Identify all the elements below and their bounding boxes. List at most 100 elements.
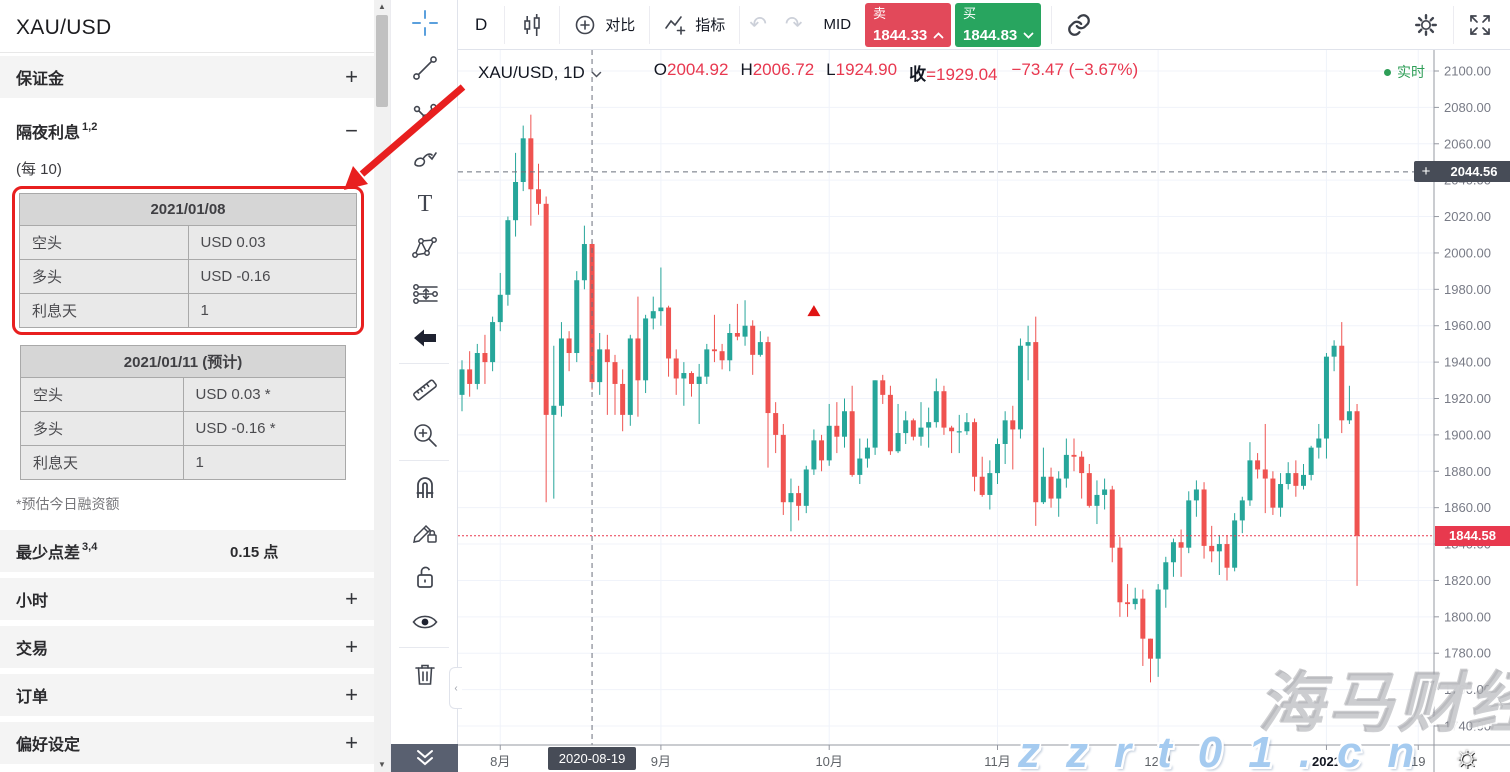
table-row: 利息天 1 bbox=[19, 293, 357, 328]
table-row: 多头 USD -0.16 * bbox=[20, 411, 346, 446]
projection-tool-button[interactable] bbox=[391, 270, 459, 315]
row-value: USD -0.16 * bbox=[182, 411, 346, 446]
scrollbar-thumb[interactable] bbox=[376, 15, 388, 107]
indicators-label: 指标 bbox=[695, 17, 726, 34]
toolbar-separator bbox=[399, 647, 449, 648]
high-value: 2006.72 bbox=[752, 60, 815, 79]
scroll-down-arrow-icon[interactable]: ▼ bbox=[378, 760, 386, 769]
chevron-down-icon bbox=[1023, 32, 1034, 39]
chart-settings-button[interactable] bbox=[1399, 6, 1453, 44]
overnight-table-estimate: 2021/01/11 (预计) 空头 USD 0.03 * 多头 USD -0.… bbox=[20, 345, 346, 480]
expand-plus-icon[interactable]: + bbox=[345, 682, 358, 707]
scroll-up-arrow-icon[interactable]: ▲ bbox=[378, 2, 386, 11]
realtime-label: 实时 bbox=[1397, 64, 1425, 80]
fullscreen-button[interactable] bbox=[1454, 6, 1510, 44]
section-preferences[interactable]: 偏好设定 + bbox=[0, 722, 374, 764]
indicators-icon bbox=[665, 15, 686, 35]
section-hours[interactable]: 小时 + bbox=[0, 578, 374, 620]
row-label: 空头 bbox=[19, 225, 189, 260]
arrow-left-icon bbox=[414, 329, 436, 346]
hide-all-drawings-button[interactable] bbox=[391, 599, 459, 644]
section-orders[interactable]: 订单 + bbox=[0, 674, 374, 716]
zoom-in-tool-button[interactable] bbox=[391, 412, 459, 457]
eye-icon bbox=[412, 615, 438, 628]
magnet-mode-button[interactable] bbox=[391, 464, 459, 509]
add-alert-plus-button[interactable]: + bbox=[1414, 161, 1438, 183]
overnight-superscript: 1,2 bbox=[82, 120, 98, 133]
crosshair-date-badge: 2020-08-19 bbox=[548, 747, 637, 770]
row-value: USD 0.03 bbox=[187, 225, 357, 260]
indicators-button[interactable]: 指标 bbox=[650, 6, 739, 44]
expand-plus-icon[interactable]: + bbox=[345, 64, 358, 89]
estimate-footnote: *预估今日融资额 bbox=[16, 496, 120, 512]
chevron-down-icon[interactable] bbox=[591, 71, 602, 78]
section-min-spread: 最少点差 3,4 0.15 点 bbox=[0, 530, 374, 572]
topbar-separator bbox=[559, 5, 561, 44]
undo-button[interactable]: ↶ bbox=[749, 13, 767, 36]
expand-plus-icon[interactable]: + bbox=[345, 730, 358, 755]
row-label: 利息天 bbox=[20, 445, 184, 480]
table-row: 空头 USD 0.03 bbox=[19, 225, 357, 260]
xabcd-pattern-icon bbox=[412, 236, 437, 258]
crosshair-icon bbox=[412, 9, 438, 36]
arrow-up-marker bbox=[807, 305, 821, 317]
xabcd-pattern-tool-button[interactable] bbox=[391, 225, 459, 270]
interval-button[interactable]: D bbox=[475, 14, 488, 34]
lock-all-drawings-button[interactable] bbox=[391, 554, 459, 599]
hours-label: 小时 bbox=[16, 593, 49, 610]
compare-button[interactable]: 对比 bbox=[560, 6, 649, 44]
svg-text:1900.00: 1900.00 bbox=[1444, 427, 1491, 442]
remove-all-drawings-button[interactable] bbox=[391, 651, 459, 696]
change-value: −73.47 (−3.67%) bbox=[1011, 60, 1139, 79]
chart-style-button[interactable] bbox=[505, 6, 559, 44]
overnight-header[interactable]: 隔夜利息 1,2 − bbox=[0, 104, 374, 144]
chart-plot-area[interactable]: 1740.001760.001780.001800.001820.001840.… bbox=[458, 50, 1510, 772]
collapse-minus-icon[interactable]: − bbox=[345, 118, 358, 143]
margin-label: 保证金 bbox=[16, 71, 65, 88]
time-axis-labels: 8月 9月 10月 11月 12月 2021 19 bbox=[490, 745, 1425, 769]
svg-text:2080.00: 2080.00 bbox=[1444, 100, 1491, 115]
brush-icon bbox=[414, 151, 437, 167]
min-spread-label: 最少点差 3,4 bbox=[16, 540, 98, 562]
panel-collapse-handle[interactable]: ‹ bbox=[449, 667, 462, 709]
section-trading[interactable]: 交易 + bbox=[0, 626, 374, 668]
row-value: 1 bbox=[182, 445, 346, 480]
toolbar-separator bbox=[399, 460, 449, 461]
svg-text:12月: 12月 bbox=[1144, 754, 1171, 769]
text-tool-button[interactable]: T bbox=[391, 180, 459, 225]
buy-button[interactable]: 买 1844.83 bbox=[955, 2, 1042, 47]
preferences-label: 偏好设定 bbox=[16, 737, 81, 754]
table-row: 空头 USD 0.03 * bbox=[20, 377, 346, 412]
link-interval-button[interactable] bbox=[1052, 6, 1106, 44]
toolbar-collapse-button[interactable] bbox=[391, 744, 459, 772]
measure-tool-button[interactable] bbox=[391, 367, 459, 412]
row-label: 多头 bbox=[20, 411, 184, 446]
legend-symbol[interactable]: XAU/USD, 1D bbox=[478, 62, 585, 82]
arrow-marker-tool-button[interactable] bbox=[391, 315, 459, 360]
svg-text:1780.00: 1780.00 bbox=[1444, 646, 1491, 661]
buy-price: 1844.83 bbox=[963, 26, 1018, 44]
trend-line-tool-button[interactable] bbox=[391, 45, 459, 90]
sell-button[interactable]: 卖 1844.33 bbox=[865, 2, 952, 47]
symbol-title: XAU/USD bbox=[16, 16, 112, 39]
chevron-up-icon bbox=[933, 31, 944, 38]
expand-plus-icon[interactable]: + bbox=[345, 586, 358, 611]
topbar-separator bbox=[739, 5, 741, 44]
symbol-info-sidebar: XAU/USD 保证金 + 隔夜利息 1,2 − (每 10) 2021/01/0… bbox=[0, 0, 374, 772]
svg-text:2021: 2021 bbox=[1312, 754, 1341, 769]
crosshair-tool-button[interactable] bbox=[391, 0, 459, 45]
section-margin[interactable]: 保证金 + bbox=[0, 56, 374, 98]
expand-plus-icon[interactable]: + bbox=[345, 634, 358, 659]
stay-in-drawing-mode-button[interactable] bbox=[391, 509, 459, 554]
brush-tool-button[interactable] bbox=[391, 135, 459, 180]
svg-text:1940.00: 1940.00 bbox=[1444, 355, 1491, 370]
table-row: 利息天 1 bbox=[20, 445, 346, 480]
overnight-table-current: 2021/01/08 空头 USD 0.03 多头 USD -0.16 利息天 … bbox=[19, 193, 357, 328]
sell-label: 卖 bbox=[873, 5, 887, 21]
sidebar-scrollbar[interactable]: ▲ ▼ bbox=[374, 0, 390, 772]
pitchfork-tool-button[interactable] bbox=[391, 90, 459, 135]
redo-button[interactable]: ↷ bbox=[784, 13, 803, 36]
overnight-label: 隔夜利息 1,2 bbox=[16, 120, 98, 142]
text-icon: T bbox=[418, 191, 433, 217]
